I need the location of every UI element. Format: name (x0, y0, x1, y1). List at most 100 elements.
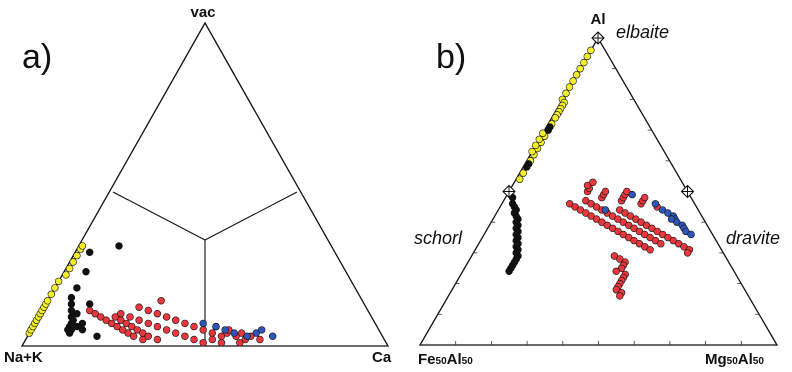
data-point-yellow (587, 46, 595, 54)
data-point-red (124, 329, 132, 337)
data-point-red (612, 267, 620, 275)
data-point-red (172, 316, 180, 324)
data-point-red (208, 335, 217, 344)
points-b (505, 46, 695, 300)
vertex-fe-main: Fe (418, 351, 436, 367)
vertex-mg-main2: Al (738, 351, 753, 367)
ternary-triangle-b (418, 36, 779, 346)
data-point-red (117, 310, 125, 318)
data-point-yellow (43, 297, 52, 305)
data-point-yellow (519, 169, 527, 177)
data-point-yellow (583, 52, 591, 61)
data-point-black (67, 293, 76, 302)
data-point-red (144, 319, 153, 328)
panel-a: a) vac Na+K Ca (4, 4, 392, 366)
data-point-yellow (576, 64, 584, 73)
data-point-red (236, 339, 244, 347)
data-point-red (144, 332, 153, 340)
data-point-red (153, 322, 162, 331)
data-point-red (657, 240, 665, 248)
vertex-fe-sub1: 50 (436, 356, 448, 367)
data-point-yellow (565, 83, 574, 91)
data-point-red (162, 326, 171, 334)
data-point-red (181, 319, 189, 328)
vertex-label-na-k: Na+K (4, 349, 43, 366)
data-point-red (135, 316, 143, 324)
data-point-black (73, 322, 81, 331)
data-point-red (217, 339, 226, 347)
data-point-yellow (73, 251, 81, 260)
data-point-black (78, 319, 87, 328)
vertex-label-al: Al (591, 11, 606, 28)
vertex-fe-sub2: 50 (462, 356, 474, 367)
data-point-yellow (515, 175, 524, 183)
data-point-red (128, 322, 136, 331)
data-point-yellow (562, 89, 570, 98)
endmember-label-elbaite: elbaite (616, 22, 669, 42)
data-point-red (616, 292, 624, 300)
data-point-yellow (54, 277, 63, 286)
data-point-yellow (62, 271, 70, 279)
data-point-red (118, 326, 127, 334)
data-point-black (73, 310, 81, 318)
data-point-yellow (69, 258, 77, 266)
data-point-black (93, 332, 101, 340)
data-point-blue (243, 332, 251, 340)
panel-b-label: b) (436, 38, 466, 76)
data-point-black (73, 284, 81, 292)
data-point-yellow (47, 290, 55, 298)
data-point-black (115, 242, 123, 250)
data-point-red (208, 329, 217, 337)
data-point-black (544, 126, 552, 134)
data-point-red (601, 187, 610, 196)
data-point-black (67, 300, 76, 308)
panel-a-label: a) (22, 38, 52, 76)
data-point-red (640, 193, 649, 202)
data-point-red (237, 329, 246, 337)
data-point-black (505, 267, 513, 275)
data-point-black (78, 326, 87, 334)
data-point-red (133, 326, 142, 334)
data-point-blue (212, 322, 220, 331)
data-point-red (199, 326, 207, 334)
data-point-red (190, 322, 198, 331)
data-point-red (135, 303, 143, 311)
data-point-blue (269, 332, 277, 340)
data-point-red (592, 203, 601, 211)
data-point-blue (221, 326, 229, 334)
data-point-blue (258, 326, 266, 334)
points-a (25, 242, 277, 347)
data-point-blue (199, 319, 207, 328)
data-point-yellow (572, 71, 581, 79)
data-point-black (523, 163, 531, 171)
data-point-red (157, 297, 165, 305)
vertex-label-ca: Ca (372, 349, 392, 366)
field-line-a1 (112, 191, 206, 241)
endmember-label-dravite: dravite (726, 228, 780, 248)
data-point-red (256, 335, 264, 344)
vertex-label-fe50al50: Fe50Al50 (418, 351, 473, 367)
data-point-red (162, 313, 171, 321)
data-point-red (139, 329, 147, 337)
endmember-label-schorl: schorl (414, 228, 463, 248)
data-point-black (85, 300, 94, 308)
data-point-red (85, 306, 94, 315)
data-point-yellow (51, 284, 59, 292)
data-point-blue (601, 206, 610, 214)
vertex-mg-main: Mg (705, 351, 727, 367)
data-point-red (190, 335, 198, 344)
data-point-red (111, 313, 120, 321)
vertex-label-mg50al50: Mg50Al50 (705, 351, 764, 367)
data-point-yellow (528, 147, 536, 156)
endmember-markers-b (502, 31, 695, 199)
data-point-red (91, 310, 99, 318)
panel-b: b) Al Fe50Al50 Mg50Al50 elbaite schorl d… (414, 11, 780, 368)
vertex-label-vac: vac (190, 4, 215, 21)
vertex-fe-main2: Al (447, 351, 462, 367)
data-point-yellow (531, 141, 540, 150)
vertex-mg-sub1: 50 (727, 356, 739, 367)
data-point-red (153, 310, 162, 318)
data-point-red (102, 316, 110, 324)
